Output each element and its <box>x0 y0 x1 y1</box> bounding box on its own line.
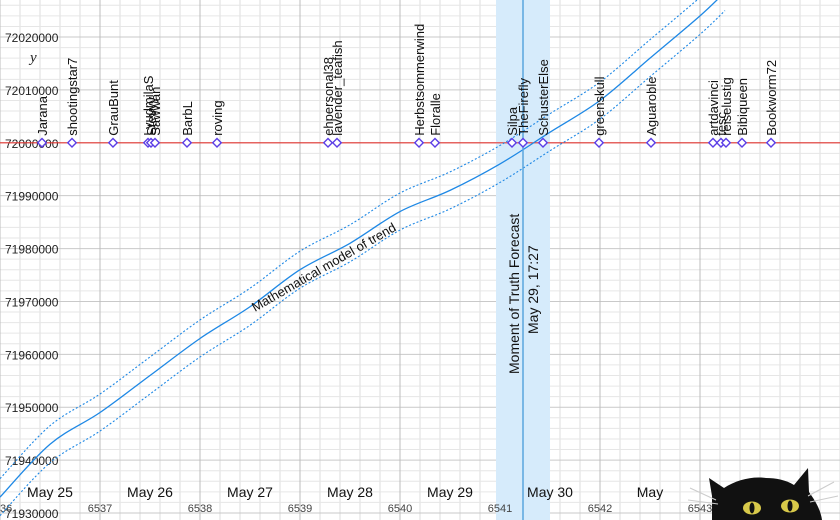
participant-label: SchusterElse <box>536 59 551 136</box>
participant-marker <box>517 137 529 149</box>
participant-marker <box>322 137 334 149</box>
date-label: May 26 <box>127 484 173 500</box>
y-tick-label: 71930000 <box>5 507 59 520</box>
participant-marker <box>537 137 549 149</box>
participant-label: tesc <box>714 111 729 135</box>
trend-line <box>0 0 718 498</box>
y-tick-label: 71970000 <box>5 295 59 309</box>
x-tick-label: 6543 <box>688 503 712 515</box>
x-axis-ticks: 65366537653865396540654165426543 <box>0 503 712 515</box>
date-label: May 29 <box>427 484 473 500</box>
x-tick-label: 6541 <box>488 503 512 515</box>
y-tick-label: 72020000 <box>5 31 59 45</box>
participant-label: Herbstsommerwind <box>412 24 427 136</box>
participant-label: Bibiqueen <box>735 78 750 136</box>
date-label: May 28 <box>327 484 373 500</box>
trend-lower-bound <box>0 10 726 517</box>
participant-marker <box>765 137 777 149</box>
y-tick-label: 71960000 <box>5 348 59 362</box>
date-label: May 25 <box>27 484 73 500</box>
y-tick-label: 71990000 <box>5 190 59 204</box>
date-labels: May 25 May 26 May 27 May 28 May 29 May 30 May <box>27 484 663 500</box>
participant-label: reiselustig <box>719 77 734 136</box>
participant-label: shootingstar7 <box>65 58 80 136</box>
participant-label: LyudmilaS <box>141 75 156 136</box>
participant-marker <box>331 137 343 149</box>
participant-label: greenskull <box>592 76 607 135</box>
cat-image <box>687 468 839 520</box>
participant-marker <box>211 137 223 149</box>
participant-marker <box>107 137 119 149</box>
y-tick-label: 72010000 <box>5 84 59 98</box>
participant-marker <box>36 137 48 149</box>
participant-label: roving <box>210 100 225 135</box>
participant-label: GrauBunt <box>106 80 121 136</box>
participant-marker <box>645 137 657 149</box>
trend-upper-bound <box>0 0 698 480</box>
y-tick-label: 72000000 <box>5 137 59 151</box>
participant-marker <box>66 137 78 149</box>
participant-marker <box>736 137 748 149</box>
participant-label: Sawwan <box>148 87 163 136</box>
x-tick-label: 6538 <box>188 503 212 515</box>
participant-label: Stevyy <box>144 96 159 136</box>
y-axis-label: y <box>28 50 37 66</box>
participant-label: Silpa <box>505 106 520 136</box>
x-tick-label: 6539 <box>288 503 312 515</box>
participant-marker <box>506 137 518 149</box>
participant-label: artdavinci <box>706 80 721 136</box>
participant-label: Jarana <box>35 95 50 136</box>
participant-marker <box>593 137 605 149</box>
forecast-date-label: May 29, 17:27 <box>525 245 541 334</box>
y-tick-label: 71950000 <box>5 401 59 415</box>
trend-annotation: Mathematical model of trend <box>249 220 399 315</box>
x-tick-label: 6542 <box>588 503 612 515</box>
participant-marker <box>429 137 441 149</box>
participant-label: TheFirefly <box>516 78 531 136</box>
date-label: May <box>637 484 663 500</box>
forecast-label: Moment of Truth Forecast <box>506 214 522 374</box>
date-label: May 27 <box>227 484 273 500</box>
participant-marker <box>707 137 719 149</box>
y-tick-label: 71980000 <box>5 243 59 257</box>
participant-markers: Jarana shootingstar7 GrauBunt LyudmilaSStev… <box>35 24 779 149</box>
participant-label: ehpersonal38 <box>321 57 336 136</box>
participant-marker <box>720 137 732 149</box>
participant-marker <box>413 137 425 149</box>
participant-label: Floralle <box>428 93 443 136</box>
participant-label: Aguaroble <box>644 77 659 136</box>
y-axis-ticks: 7193000071940000719500007196000071970000… <box>5 31 59 520</box>
x-tick-label: 6540 <box>388 503 412 515</box>
date-label: May 30 <box>527 484 573 500</box>
participant-label: BarbL <box>180 101 195 136</box>
x-tick-label: 6537 <box>88 503 112 515</box>
participant-marker <box>149 137 161 149</box>
participant-marker <box>181 137 193 149</box>
participant-label: lavender_teafish <box>330 40 345 135</box>
participant-label: Bookworm72 <box>764 60 779 136</box>
